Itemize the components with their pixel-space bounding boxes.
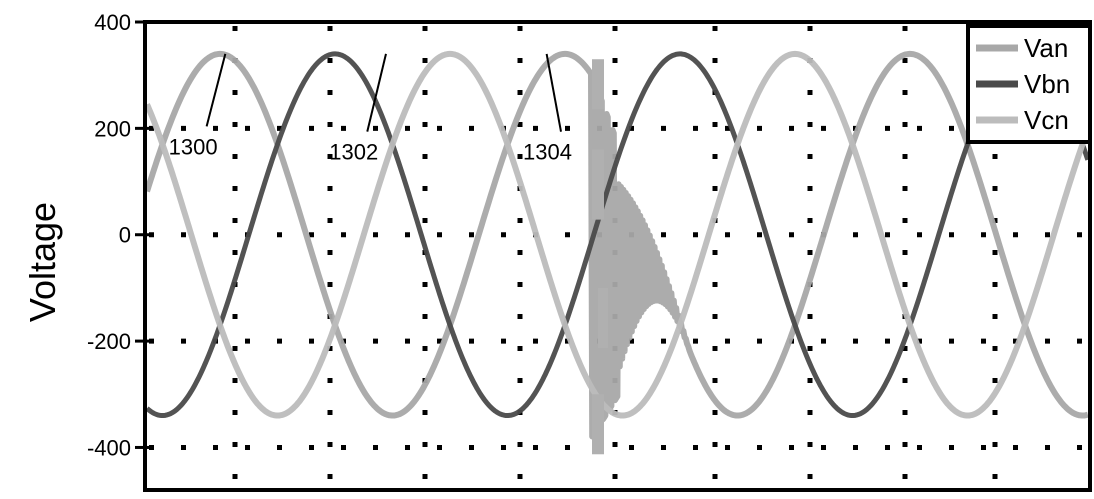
y-tick-label: -200 [87, 329, 131, 354]
legend-label: Van [1024, 33, 1068, 63]
annotation-label: 1304 [523, 140, 572, 165]
annotation-layer: 1300 1302 1304 [169, 53, 572, 165]
series-line-vcn [144, 50, 1091, 419]
series-layer [144, 50, 1091, 455]
disturbance-mark [598, 287, 608, 348]
legend-label: Vcn [1024, 105, 1069, 135]
disturbance-mark [592, 59, 604, 110]
annotation-leader [205, 53, 227, 127]
annotation-leader [545, 53, 562, 132]
series-line-van [144, 50, 1090, 440]
y-tick-label: 200 [94, 116, 131, 141]
y-tick-label: 400 [94, 10, 131, 35]
legend-label: Vbn [1024, 69, 1070, 99]
axis-layer: 400 200 0 -200 -400 [87, 10, 1092, 492]
annotation-leader [366, 53, 387, 132]
disturbance-mark [592, 394, 604, 455]
annotation-label: 1302 [329, 140, 378, 165]
series-line-vbn [145, 51, 1091, 418]
y-tick-label: 0 [119, 223, 131, 248]
y-axis-label: Voltage [22, 202, 63, 322]
plot-frame [143, 20, 1092, 492]
y-tick-label: -400 [87, 435, 131, 460]
legend: Van Vbn Vcn [966, 24, 1092, 144]
annotation-label: 1300 [169, 134, 218, 159]
disturbance-mark [592, 149, 604, 220]
